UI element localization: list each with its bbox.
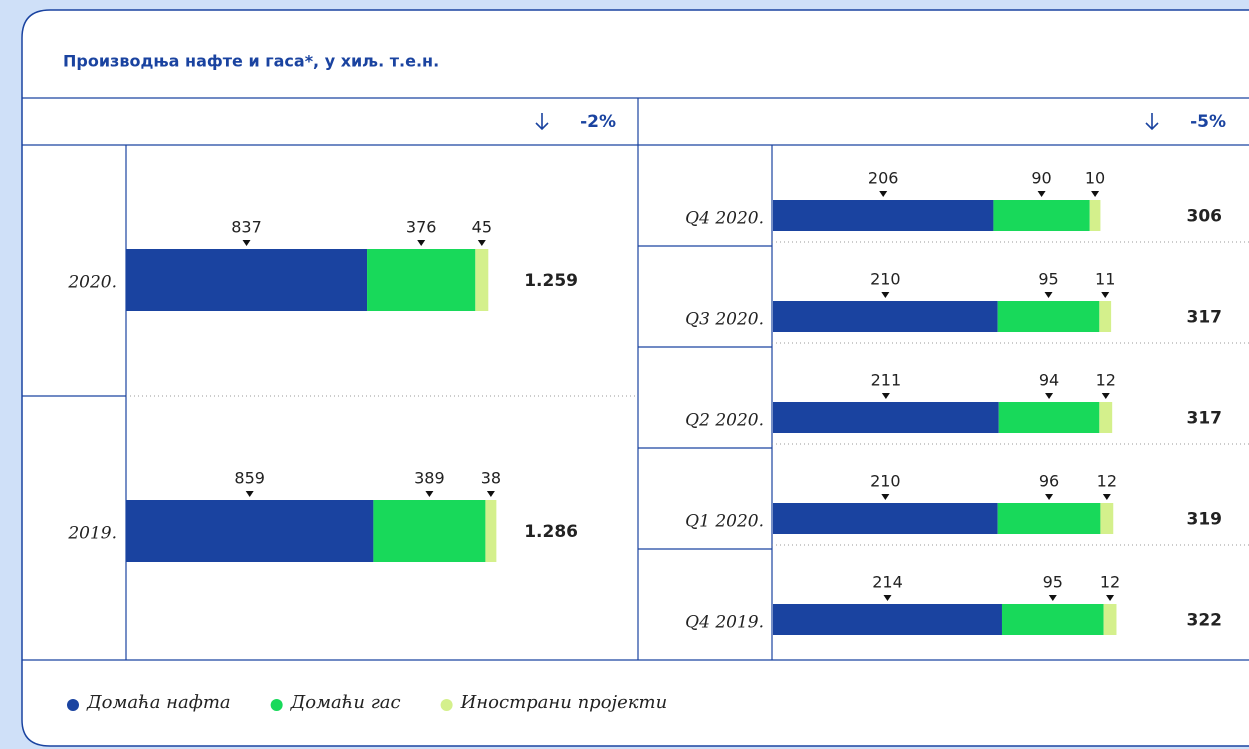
- bar-segment: [1089, 200, 1101, 231]
- category-label: Q1 2020.: [685, 512, 764, 532]
- category-label: 2019.: [67, 524, 117, 544]
- value-marker: [425, 491, 434, 497]
- value-marker: [1106, 595, 1115, 601]
- legend: Домаћа нафта Домаћи гас Инострани пројекти: [67, 692, 667, 713]
- legend-label: Домаћа нафта: [86, 692, 231, 713]
- value-label: 38: [481, 469, 501, 488]
- value-marker: [881, 292, 890, 298]
- card: [21, 9, 1249, 747]
- value-label: 90: [1031, 169, 1051, 188]
- bar-segment: [773, 402, 999, 433]
- bar-segment: [1100, 503, 1114, 534]
- value-label: 45: [472, 218, 492, 237]
- frame-lines: [22, 97, 1249, 661]
- value-marker: [881, 494, 890, 500]
- value-marker: [1101, 292, 1110, 298]
- category-label: Q2 2020.: [685, 411, 764, 431]
- total-label: 317: [1187, 308, 1223, 328]
- legend-label: Инострани пројекти: [460, 692, 668, 713]
- value-label: 210: [870, 270, 901, 289]
- legend-swatch: [270, 699, 283, 711]
- value-label: 210: [870, 472, 901, 491]
- bar-segment: [998, 402, 1100, 433]
- value-marker: [1037, 191, 1046, 197]
- bar-segment: [997, 301, 1100, 332]
- bar-segment: [126, 500, 374, 562]
- bar-segment: [485, 500, 497, 562]
- value-label: 206: [868, 169, 899, 188]
- category-label: 2020.: [67, 273, 117, 293]
- value-marker: [879, 191, 888, 197]
- bar-segment: [1099, 301, 1112, 332]
- value-marker: [1102, 494, 1111, 500]
- title: Производња нафте и гаса*, у хиљ. т.е.н.: [63, 52, 439, 71]
- bar-segment: [1099, 402, 1113, 433]
- value-marker: [417, 240, 426, 246]
- value-marker: [1045, 393, 1054, 399]
- value-label: 11: [1095, 270, 1115, 289]
- value-label: 214: [872, 573, 903, 592]
- value-marker: [1044, 292, 1053, 298]
- value-marker: [1048, 595, 1057, 601]
- value-label: 389: [414, 469, 445, 488]
- total-label: 1.259: [524, 271, 578, 291]
- bar-segment: [1103, 604, 1117, 635]
- bar-segment: [773, 301, 998, 332]
- bar-segment: [773, 200, 994, 231]
- bar-segment: [475, 249, 489, 311]
- value-label: 859: [234, 469, 265, 488]
- total-label: 1.286: [524, 522, 578, 542]
- value-label: 96: [1039, 472, 1059, 491]
- value-label: 12: [1097, 472, 1117, 491]
- bar-segment: [773, 604, 1002, 635]
- arrow-icons: [535, 113, 1159, 131]
- value-marker: [245, 491, 254, 497]
- value-label: 95: [1038, 270, 1058, 289]
- total-label: 306: [1187, 207, 1223, 227]
- value-label: 10: [1085, 169, 1105, 188]
- value-marker: [242, 240, 251, 246]
- category-label: Q3 2020.: [685, 310, 764, 330]
- value-marker: [477, 240, 486, 246]
- bar-segment: [1001, 604, 1104, 635]
- value-marker: [881, 393, 890, 399]
- value-label: 95: [1043, 573, 1063, 592]
- value-label: 211: [871, 371, 902, 390]
- bar-segment: [773, 503, 998, 534]
- total-label: 319: [1187, 510, 1223, 530]
- total-label: 317: [1187, 409, 1223, 429]
- legend-label: Домаћи гас: [290, 692, 401, 713]
- category-label: Q4 2020.: [685, 209, 764, 229]
- total-label: 322: [1187, 611, 1223, 631]
- value-marker: [1091, 191, 1100, 197]
- bar-segment: [126, 249, 368, 311]
- value-marker: [1045, 494, 1054, 500]
- value-label: 12: [1096, 371, 1116, 390]
- legend-swatch: [440, 699, 453, 711]
- value-label: 12: [1100, 573, 1120, 592]
- bar-segment: [997, 503, 1101, 534]
- value-label: 94: [1039, 371, 1059, 390]
- change-label: -2%: [580, 112, 616, 132]
- category-label: Q4 2019.: [685, 613, 764, 633]
- bar-segment: [993, 200, 1090, 231]
- value-marker: [883, 595, 892, 601]
- bar-segment: [367, 249, 476, 311]
- value-label: 837: [231, 218, 262, 237]
- legend-swatch: [67, 699, 79, 711]
- bar-segment: [373, 500, 486, 562]
- value-marker: [486, 491, 495, 497]
- change-label: -5%: [1190, 112, 1226, 132]
- value-label: 376: [406, 218, 437, 237]
- value-marker: [1101, 393, 1110, 399]
